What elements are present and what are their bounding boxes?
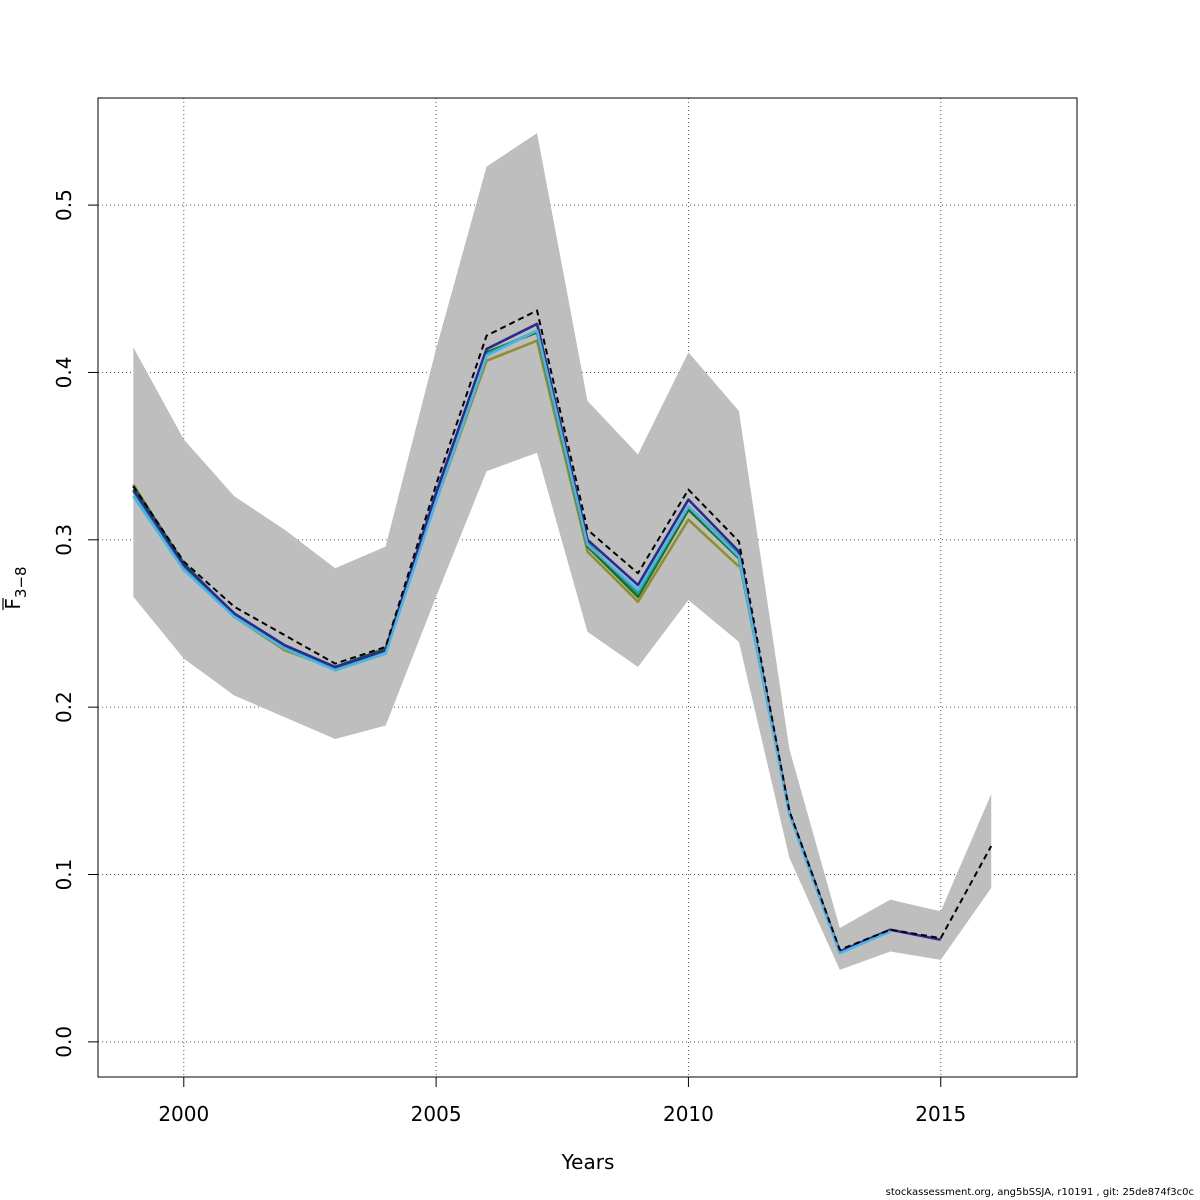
x-axis: 2000 2005 2010 2015	[158, 1076, 966, 1126]
y-axis: 0.0 0.1 0.2 0.3 0.4 0.5	[52, 189, 98, 1058]
y-axis-title-sub: 3−8	[12, 566, 30, 598]
confidence-band	[133, 133, 992, 970]
series-line-sky-blue	[132, 329, 891, 955]
y-tick-label: 0.1	[52, 859, 76, 891]
y-tick-label: 0.4	[52, 357, 76, 389]
y-tick-label: 0.5	[52, 189, 76, 221]
x-tick-label: 2015	[915, 1102, 966, 1126]
y-axis-title-base: F	[1, 598, 25, 610]
confidence-band-layer	[133, 133, 992, 970]
x-tick-label: 2010	[663, 1102, 714, 1126]
x-axis-title: Years	[561, 1150, 615, 1174]
y-tick-label: 0.3	[52, 524, 76, 556]
footer-note: stockassessment.org, ang5bSSJA, r10191 ,…	[885, 1187, 1194, 1198]
x-tick-label: 2005	[411, 1102, 462, 1126]
series-layer	[132, 309, 993, 955]
svg-text:F3−8: F3−8	[1, 566, 30, 609]
y-tick-label: 0.0	[52, 1026, 76, 1058]
y-tick-label: 0.2	[52, 691, 76, 723]
x-tick-label: 2000	[158, 1102, 209, 1126]
y-axis-title: F3−8	[1, 566, 30, 610]
series-line-estimate-dashed	[132, 309, 993, 951]
